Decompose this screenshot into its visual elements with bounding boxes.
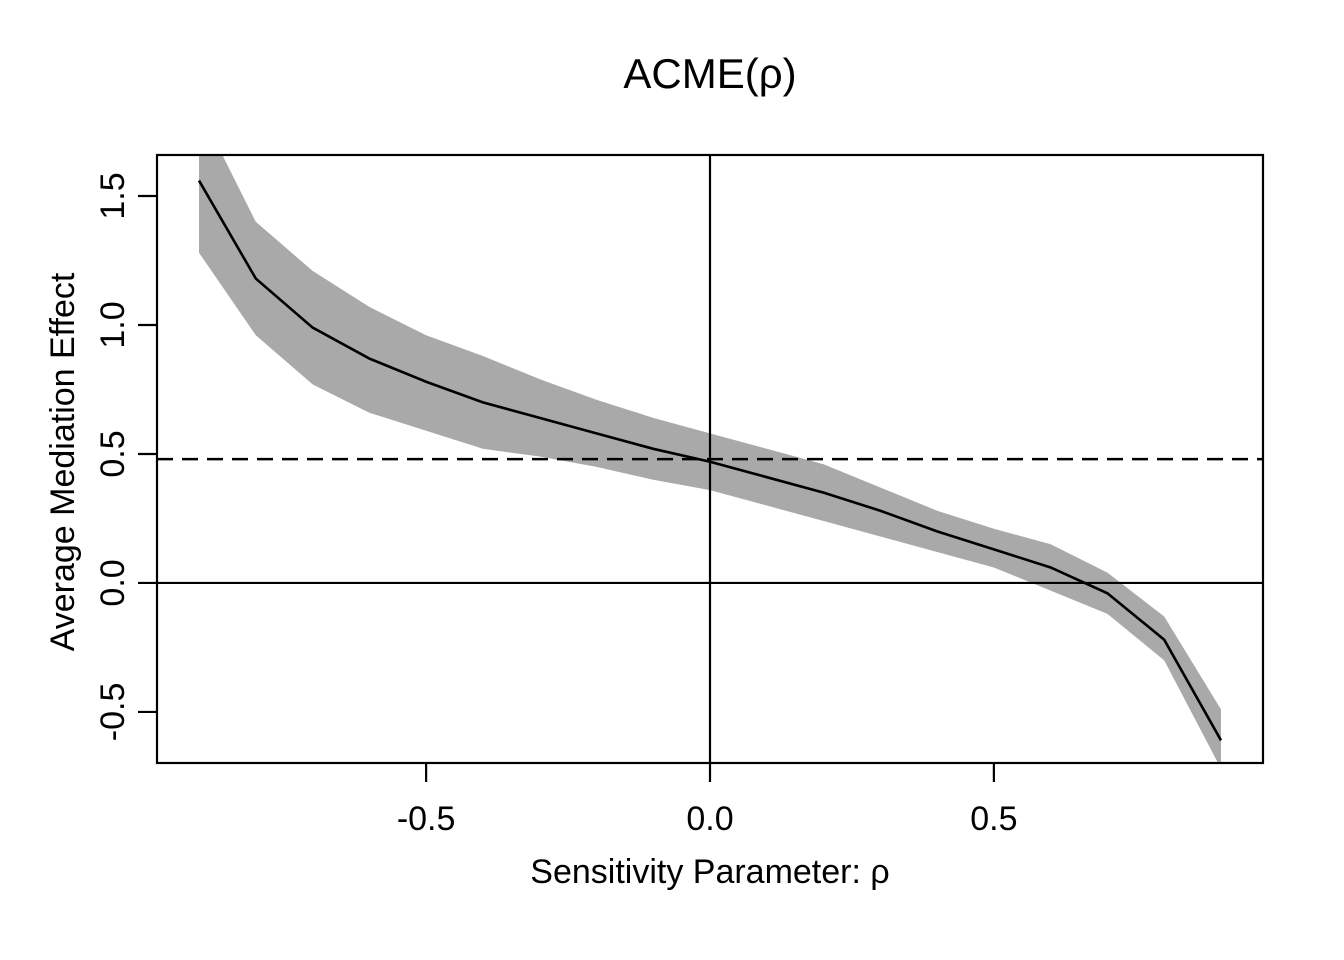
y-tick-label: 0.0	[94, 559, 132, 606]
acme-line	[197, 179, 1223, 741]
chart-layer: -0.5 0.0 0.5 1.5 1.0 0.5 0.0 -0.5	[94, 153, 1265, 838]
y-tick-label: 0.5	[94, 430, 132, 477]
x-tick-label: 0.0	[686, 800, 733, 838]
y-tick-label: -0.5	[94, 683, 132, 742]
y-tick-label: 1.0	[94, 301, 132, 348]
y-axis-label: Average Mediation Effect	[44, 272, 82, 651]
y-tick-label: 1.5	[94, 172, 132, 219]
chart-title: ACME(ρ)	[623, 50, 796, 97]
x-tick-label: -0.5	[397, 800, 456, 838]
x-axis-label: Sensitivity Parameter: ρ	[530, 853, 889, 891]
x-tick-label: 0.5	[970, 800, 1017, 838]
